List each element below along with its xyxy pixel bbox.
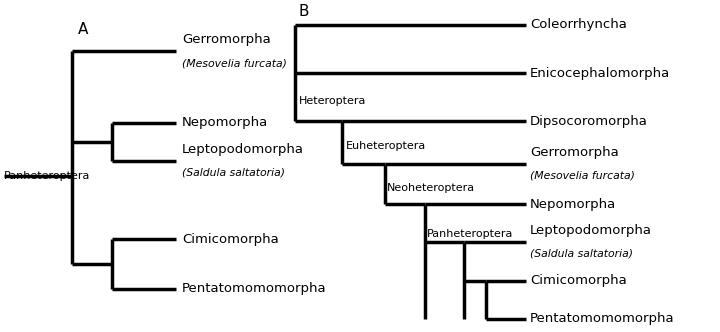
Text: B: B [299,4,309,19]
Text: (Saldula saltatoria): (Saldula saltatoria) [182,168,285,178]
Text: Panheteroptera: Panheteroptera [4,171,90,181]
Text: Cimicomorpha: Cimicomorpha [182,232,279,246]
Text: Nepomorpha: Nepomorpha [182,116,269,129]
Text: (Saldula saltatoria): (Saldula saltatoria) [530,249,633,259]
Text: Enicocephalomorpha: Enicocephalomorpha [530,66,670,80]
Text: A: A [78,22,88,38]
Text: Heteroptera: Heteroptera [299,96,366,106]
Text: (Mesovelia furcata): (Mesovelia furcata) [182,58,287,68]
Text: Leptopodomorpha: Leptopodomorpha [182,143,304,156]
Text: Pentatomomomorpha: Pentatomomomorpha [182,282,327,295]
Text: Euheteroptera: Euheteroptera [346,141,426,151]
Text: Nepomorpha: Nepomorpha [530,198,616,211]
Text: Panheteroptera: Panheteroptera [427,229,513,239]
Text: Coleorrhyncha: Coleorrhyncha [530,18,627,32]
Text: Dipsocoromorpha: Dipsocoromorpha [530,115,648,128]
Text: Leptopodomorpha: Leptopodomorpha [530,224,652,237]
Text: Gerromorpha: Gerromorpha [182,33,271,46]
Text: Neoheteroptera: Neoheteroptera [387,183,475,193]
Text: Gerromorpha: Gerromorpha [530,146,618,159]
Text: Cimicomorpha: Cimicomorpha [530,274,626,287]
Text: (Mesovelia furcata): (Mesovelia furcata) [530,171,635,181]
Text: Pentatomomomorpha: Pentatomomomorpha [530,312,675,325]
